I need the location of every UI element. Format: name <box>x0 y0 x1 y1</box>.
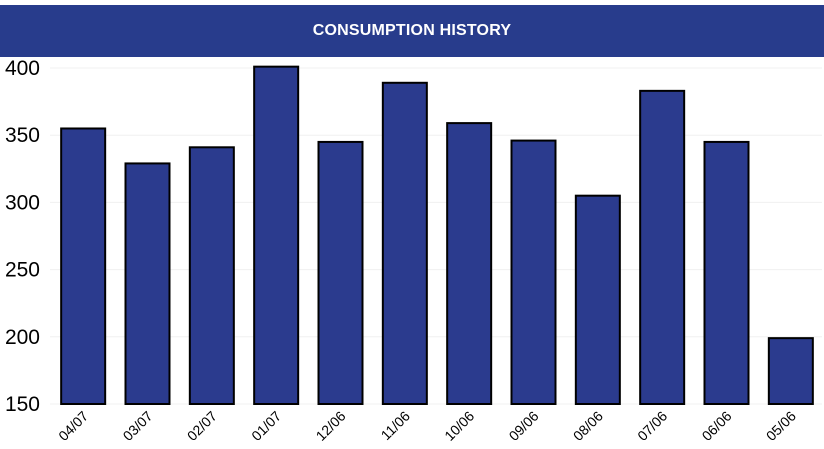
x-tick-label: 05/06 <box>763 408 799 444</box>
bar <box>381 81 428 405</box>
y-tick-label: 400 <box>5 57 40 80</box>
bar <box>253 65 300 405</box>
x-tick-label: 09/06 <box>506 408 542 444</box>
x-tick-label: 01/07 <box>248 408 284 444</box>
x-tick-label: 07/06 <box>634 408 670 444</box>
x-tick-label: 02/07 <box>184 408 220 444</box>
y-tick-label: 350 <box>5 124 40 147</box>
bar <box>188 146 235 406</box>
bar <box>60 127 107 405</box>
bar <box>639 89 686 406</box>
x-tick-label: 04/07 <box>55 408 91 444</box>
bar <box>317 140 364 405</box>
x-tick-label: 03/07 <box>120 408 156 444</box>
y-tick-label: 150 <box>5 393 40 416</box>
bar <box>446 122 493 405</box>
bar <box>574 194 621 405</box>
bar <box>767 337 814 406</box>
chart-title: CONSUMPTION HISTORY <box>312 22 512 39</box>
y-tick-label: 300 <box>5 191 40 214</box>
x-tick-label: 11/06 <box>378 408 414 444</box>
y-tick-label: 200 <box>5 326 40 349</box>
x-tick-label: 10/06 <box>441 408 477 444</box>
bar <box>510 139 557 406</box>
y-tick-label: 250 <box>5 259 40 282</box>
x-tick-label: 06/06 <box>699 408 735 444</box>
bar <box>703 140 750 405</box>
x-tick-label: 08/06 <box>570 408 606 444</box>
bar <box>124 162 171 405</box>
chart-title-banner: CONSUMPTION HISTORY <box>0 5 824 57</box>
x-tick-label: 12/06 <box>313 408 349 444</box>
